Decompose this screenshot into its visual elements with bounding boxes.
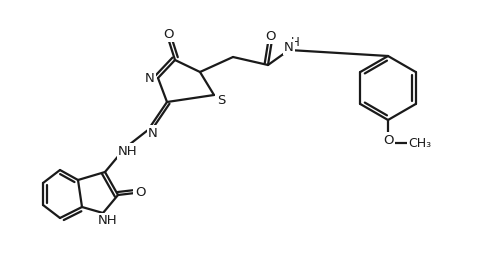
Text: O: O [135,186,145,199]
Text: NH: NH [118,144,138,158]
Text: NH: NH [98,214,118,227]
Text: O: O [383,134,393,146]
Text: O: O [163,27,173,41]
Text: O: O [265,29,275,43]
Text: H: H [291,36,300,48]
Text: CH₃: CH₃ [408,137,432,150]
Text: N: N [284,41,294,53]
Text: N: N [148,127,158,139]
Text: N: N [145,71,155,85]
Text: S: S [217,94,225,106]
